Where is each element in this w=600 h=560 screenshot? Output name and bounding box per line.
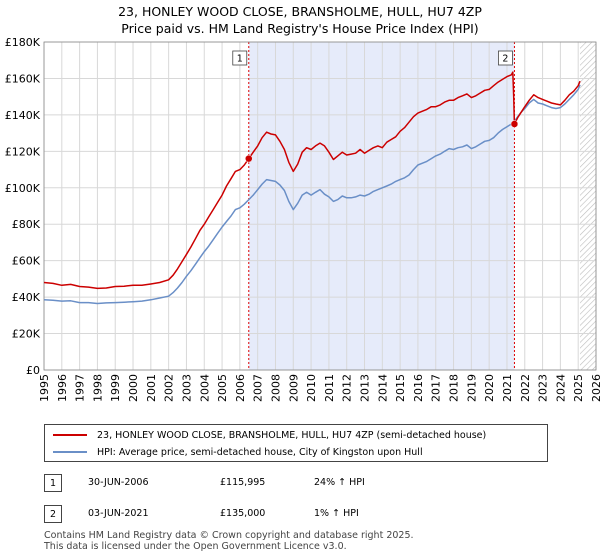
chart-title-line1: 23, HONLEY WOOD CLOSE, BRANSHOLME, HULL,… (118, 4, 482, 19)
legend-swatch-hpi (53, 451, 87, 453)
x-tick-label: 2000 (127, 374, 140, 402)
plot-frame (43, 41, 597, 371)
x-tick-label: 2019 (465, 374, 478, 402)
chart-title-line2: Price paid vs. HM Land Registry's House … (121, 21, 479, 36)
footer: Contains HM Land Registry data © Crown c… (44, 530, 414, 552)
hpi-series-line (43, 84, 581, 305)
x-tick-label: 2011 (323, 374, 336, 402)
shaded-ownership-period (248, 42, 515, 370)
legend-swatch-property (53, 434, 87, 436)
chart-legend: 23, HONLEY WOOD CLOSE, BRANSHOLME, HULL,… (44, 424, 548, 462)
x-tick-label: 1998 (91, 374, 104, 402)
sale-date: 03-JUN-2021 (88, 508, 149, 519)
y-tick-label: £80K (12, 218, 41, 231)
x-tick-label: 2024 (554, 374, 567, 402)
y-tick-label: £40K (12, 291, 41, 304)
x-tick-label: 2005 (216, 374, 229, 402)
x-tick-label: 2018 (448, 374, 461, 402)
y-tick-label: £120K (5, 145, 41, 158)
future-forecast-region (579, 42, 596, 370)
footer-line1: Contains HM Land Registry data © Crown c… (44, 530, 414, 541)
x-tick-label: 2016 (412, 374, 425, 402)
sale-date: 30-JUN-2006 (88, 477, 149, 488)
sale-number-box (232, 50, 248, 66)
y-tick-label: £20K (12, 328, 41, 341)
x-tick-label: 2008 (269, 374, 282, 402)
y-tick-label: £100K (5, 182, 41, 195)
price-chart: 1 2 £0 £20K £40K £60K £80K £100K £120K £140K £160K… (5, 36, 600, 402)
x-tick-label: 2002 (163, 374, 176, 402)
x-tick-label: 1997 (74, 374, 87, 402)
sale-price: £115,995 (220, 477, 266, 488)
x-tick-label: 2015 (394, 374, 407, 402)
sale-number-label: 1 (237, 54, 243, 65)
x-tick-label: 2013 (359, 374, 372, 402)
legend-label-hpi: HPI: Average price, semi-detached house,… (97, 446, 423, 458)
x-tick-label: 2012 (341, 374, 354, 402)
sale-number-box (498, 50, 513, 66)
sale-row: 1 30-JUN-2006 £115,995 24% ↑ HPI (44, 474, 404, 494)
x-tick-label: 1996 (56, 374, 69, 402)
x-tick-label: 2023 (537, 374, 550, 402)
x-tick-label: 2010 (305, 374, 318, 402)
x-tick-label: 1995 (38, 374, 51, 402)
sale-number-badge: 2 (44, 505, 62, 523)
x-tick-label: 2026 (590, 374, 600, 402)
sale-hpi-change: 1% ↑ HPI (314, 508, 359, 519)
x-tick-label: 2001 (145, 374, 158, 402)
chart-title: 23, HONLEY WOOD CLOSE, BRANSHOLME, HULL,… (0, 3, 600, 37)
y-tick-label: £140K (5, 109, 41, 122)
x-tick-label: 2020 (483, 374, 496, 402)
legend-item-hpi: HPI: Average price, semi-detached house,… (53, 444, 423, 460)
x-tick-label: 1999 (109, 374, 122, 402)
x-tick-label: 2006 (234, 374, 247, 402)
legend-item-property: 23, HONLEY WOOD CLOSE, BRANSHOLME, HULL,… (53, 427, 486, 443)
x-tick-label: 2022 (519, 374, 532, 402)
x-tick-label: 2003 (180, 374, 193, 402)
legend-label-property: 23, HONLEY WOOD CLOSE, BRANSHOLME, HULL,… (97, 429, 487, 441)
x-tick-label: 2009 (287, 374, 300, 402)
property-series-line (43, 71, 581, 290)
x-tick-label: 2004 (198, 374, 211, 402)
y-tick-label: £180K (5, 36, 41, 49)
sale-point (510, 120, 519, 128)
x-tick-label: 2017 (430, 374, 443, 402)
x-tick-label: 2007 (252, 374, 265, 402)
x-tick-label: 2021 (501, 374, 514, 402)
sale-row: 2 03-JUN-2021 £135,000 1% ↑ HPI (44, 505, 404, 525)
footer-line2: This data is licensed under the Open Gov… (44, 541, 347, 552)
y-tick-label: £160K (5, 72, 41, 85)
sale-number-badge: 1 (44, 474, 62, 492)
y-tick-label: £0 (26, 364, 40, 377)
sale-number-label: 2 (502, 54, 508, 65)
x-tick-label: 2025 (572, 374, 585, 402)
sale-price: £135,000 (220, 508, 266, 519)
sale-hpi-change: 24% ↑ HPI (314, 477, 365, 488)
sale-point (245, 154, 253, 163)
y-tick-label: £60K (12, 255, 41, 268)
x-tick-label: 2014 (376, 374, 389, 402)
